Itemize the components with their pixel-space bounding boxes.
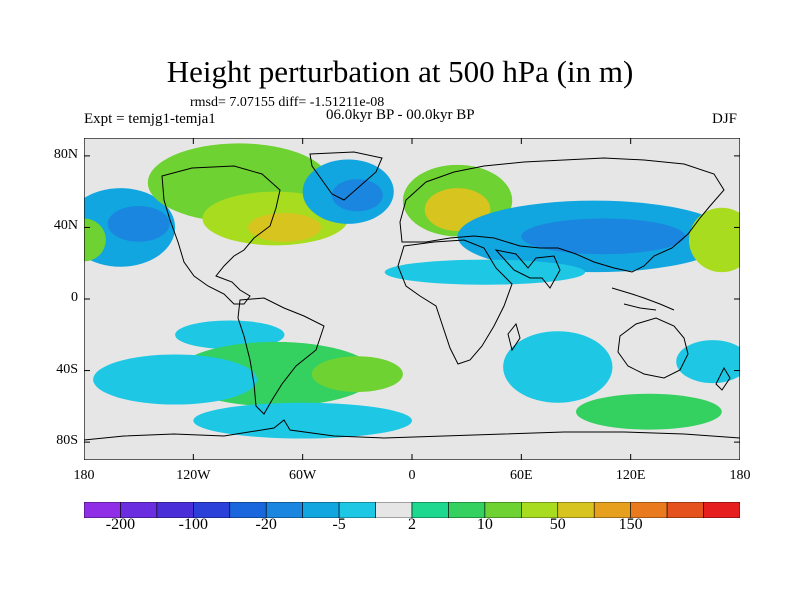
colorbar-label: 150 [618, 516, 643, 533]
colorbar-label: 2 [408, 516, 416, 533]
coastline-north-america [161, 165, 281, 305]
x-tick-label: 180 [729, 468, 751, 483]
x-tick-label: 60W [289, 468, 317, 483]
map-panel [84, 138, 740, 460]
coastline-australia [617, 317, 689, 379]
coastline-madagascar [507, 322, 521, 352]
y-tick-label: 0 [71, 290, 78, 305]
colorbar-label: -5 [332, 516, 346, 533]
field-contour-18 [193, 402, 412, 439]
field-contour-20 [576, 393, 722, 430]
y-tick-label: 80N [53, 146, 78, 162]
field-contour-17 [93, 354, 258, 405]
colorbar-label: 10 [476, 516, 493, 533]
x-tick-label: 120E [615, 468, 646, 483]
coastline-greenland [309, 151, 383, 201]
field-contour-11 [521, 218, 686, 255]
x-tick-label: 60E [510, 468, 533, 483]
colorbar-label: 50 [549, 516, 566, 533]
colorbar-label: -20 [255, 516, 277, 533]
field-contour-2 [84, 218, 106, 262]
coastline-south-america [237, 297, 325, 415]
period-subtitle: 06.0kyr BP - 00.0kyr BP [326, 107, 475, 123]
colorbar-swatch [666, 502, 704, 518]
field-contour-16 [311, 356, 403, 393]
experiment-label: Expt = temjg1-temja1 [84, 111, 216, 127]
colorbar-swatch [703, 502, 740, 518]
x-tick-label: 180 [73, 468, 95, 483]
y-tick-label: 40N [53, 218, 78, 234]
coastlines [84, 151, 740, 441]
field-contour-13 [384, 259, 586, 285]
season-label: DJF [712, 111, 738, 127]
field-contour-12 [688, 207, 740, 273]
stats-line: rmsd= 7.07155 diff= -1.51211e-08 [190, 95, 385, 110]
y-tick-label: 80S [56, 433, 78, 449]
coastline-indonesia [611, 287, 675, 311]
coastline-eurasia [399, 157, 725, 273]
height-perturbation-field [84, 143, 740, 439]
field-contour-19 [503, 331, 613, 403]
x-tick-label: 120W [176, 468, 211, 483]
coastline-antarctica [84, 419, 740, 441]
colorbar-label: -200 [105, 516, 136, 533]
field-contour-5 [248, 213, 321, 242]
field-contour-14 [175, 320, 285, 350]
coastline-india [494, 249, 561, 289]
field-contour-1 [107, 205, 170, 242]
field-contour-21 [676, 340, 740, 384]
coastline-africa [397, 239, 513, 365]
x-tick-label: 0 [408, 468, 416, 483]
field-contour-7 [331, 179, 383, 212]
chart-title: Height perturbation at 500 hPa (in m) [166, 54, 634, 89]
coastline-new-zealand [715, 366, 731, 391]
y-tick-label: 40S [56, 361, 78, 377]
colorbar [84, 502, 740, 518]
colorbar-label: -100 [178, 516, 208, 533]
axis-tickmarks [84, 138, 740, 460]
